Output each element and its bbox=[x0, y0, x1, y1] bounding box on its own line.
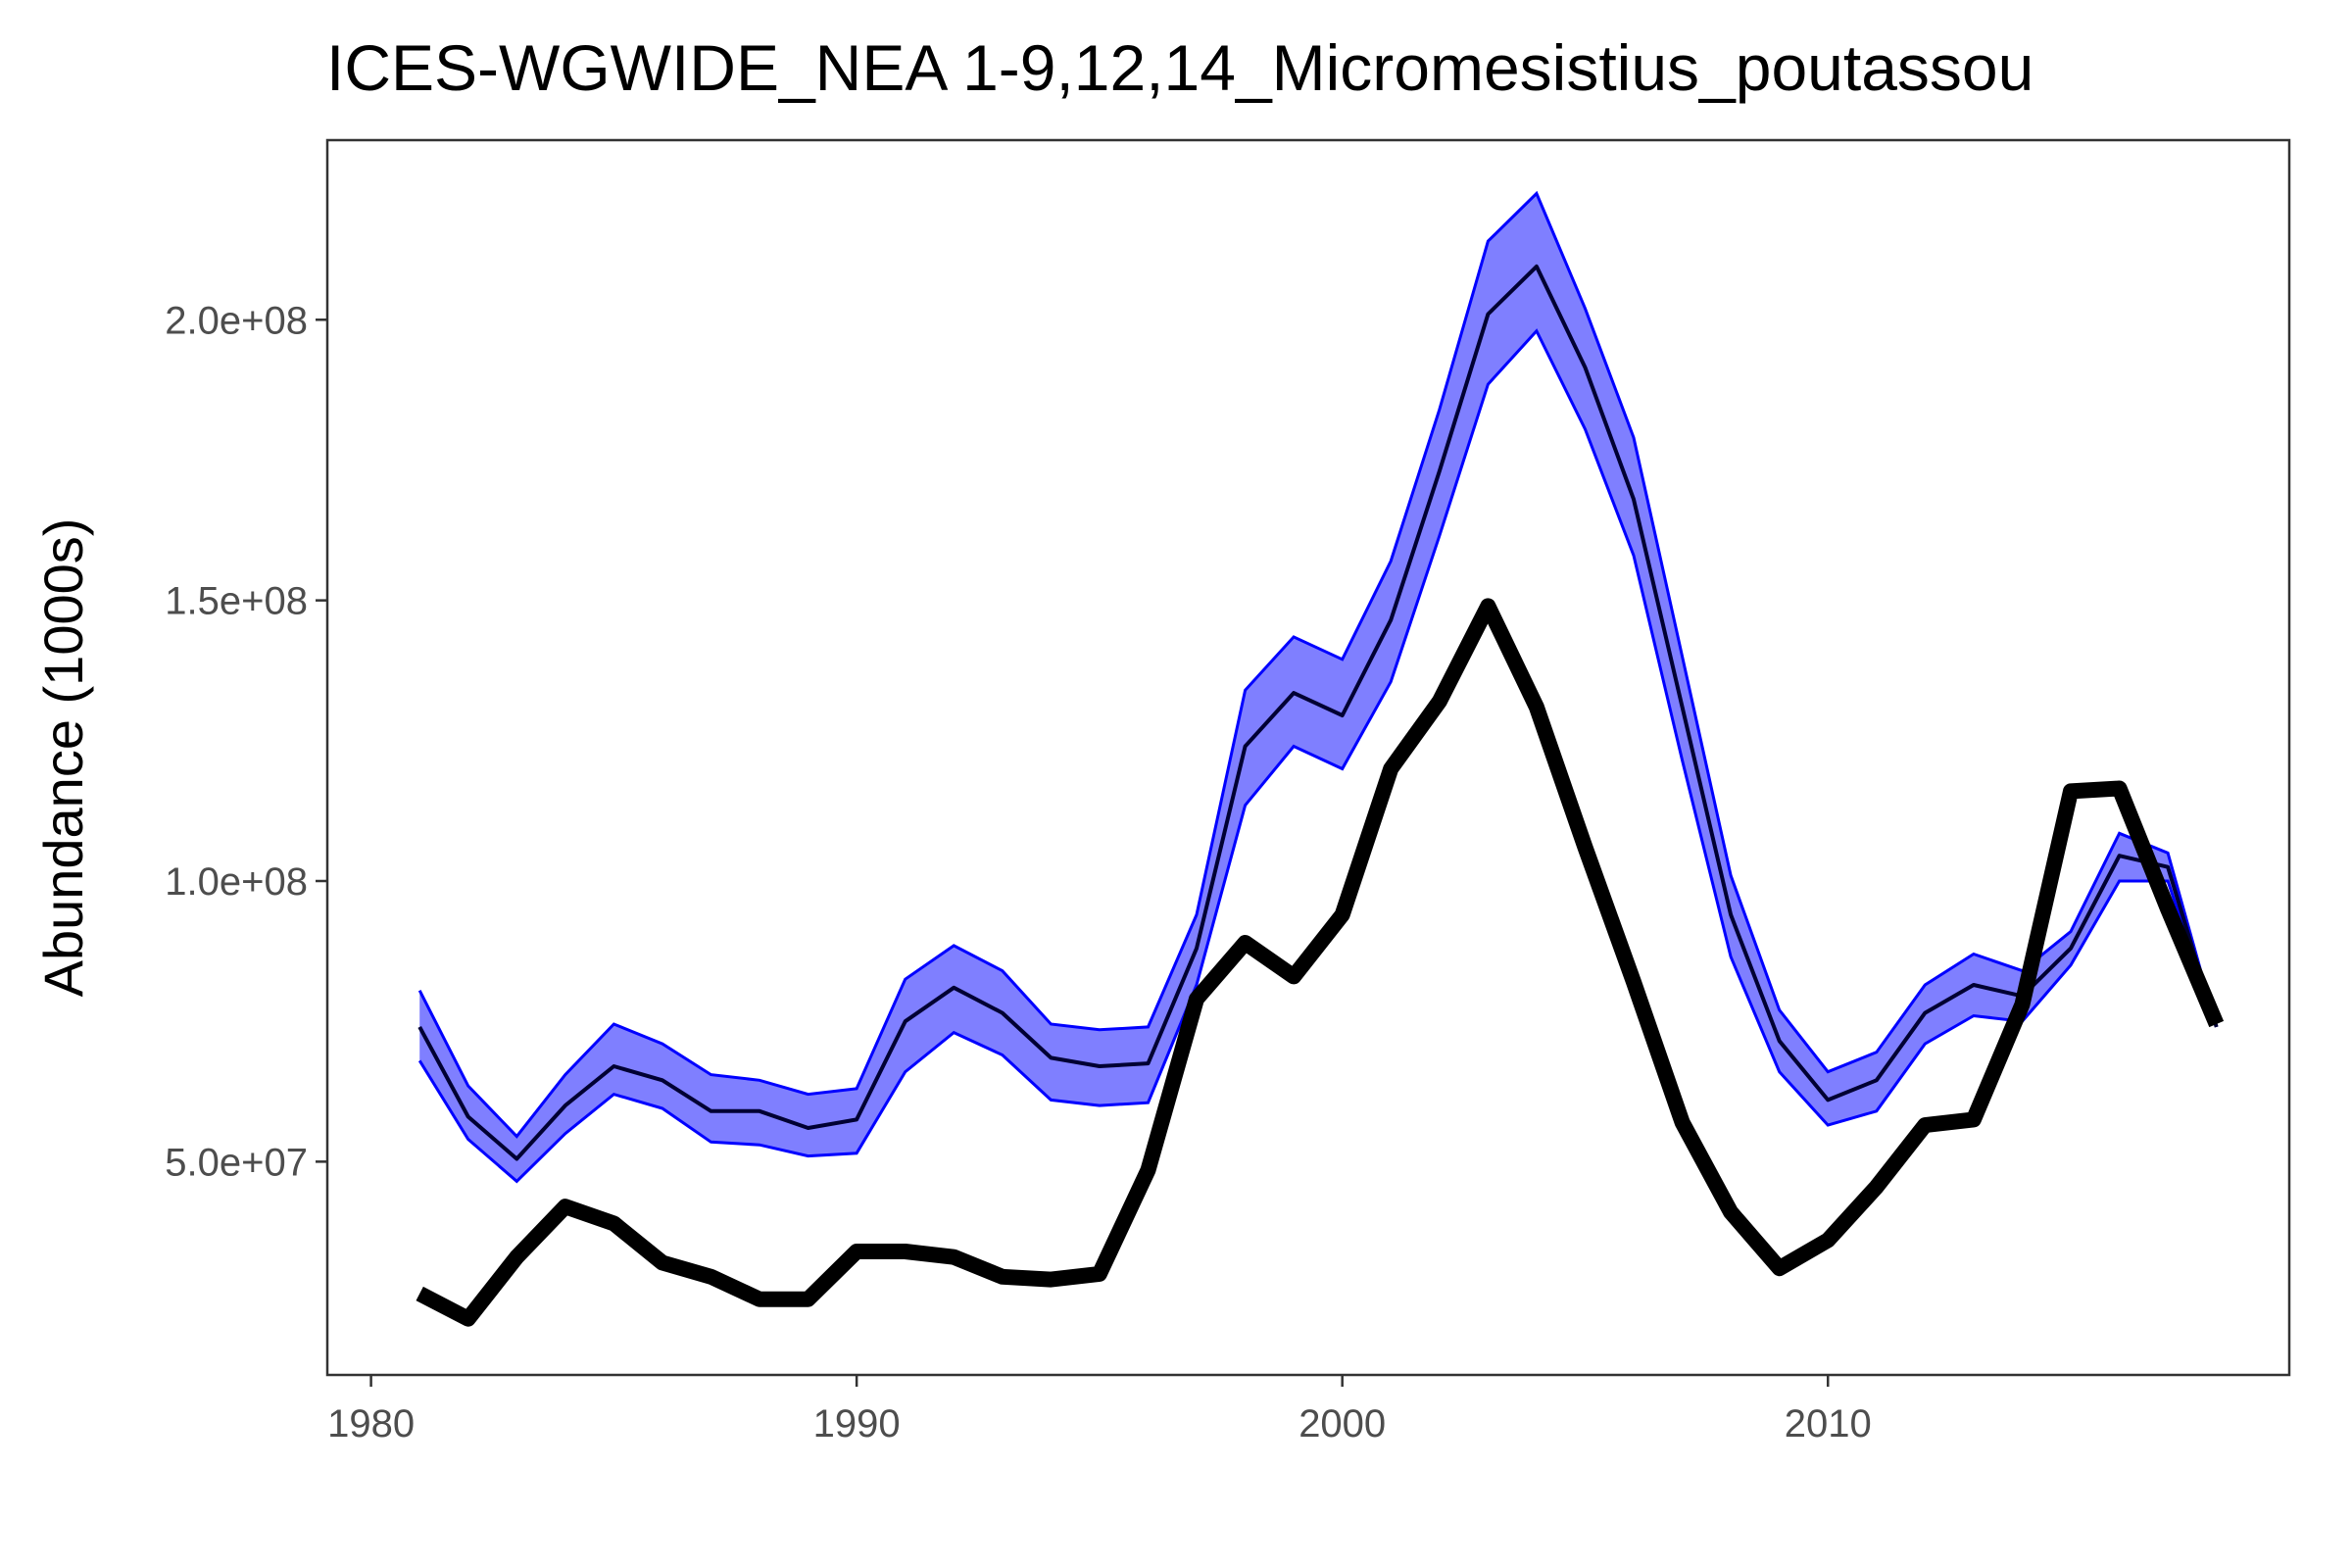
band-lower-edge bbox=[417, 328, 2219, 1184]
x-tick-label: 2010 bbox=[1785, 1402, 1872, 1446]
y-tick-label: 5.0e+07 bbox=[165, 1141, 308, 1184]
confidence-band-layer bbox=[417, 190, 2219, 1184]
x-tick-label: 2000 bbox=[1298, 1402, 1386, 1446]
y-tick-label: 1.5e+08 bbox=[165, 580, 308, 623]
confidence-band bbox=[419, 193, 2217, 1182]
band-upper-edge bbox=[417, 190, 2219, 1139]
y-tick-label: 2.0e+08 bbox=[165, 299, 308, 342]
estimate-line-layer bbox=[417, 264, 2219, 1161]
observed-line bbox=[416, 598, 2225, 1327]
observed-line-layer bbox=[416, 598, 2225, 1327]
plot-panel-border bbox=[325, 138, 2291, 1377]
x-tick-label: 1980 bbox=[327, 1402, 415, 1446]
estimate-line bbox=[417, 264, 2219, 1161]
chart-title: ICES-WGWIDE_NEA 1-9,12,14_Micromesistius… bbox=[326, 31, 2034, 104]
y-tick-label: 1.0e+08 bbox=[165, 860, 308, 904]
y-axis: 5.0e+07 1.0e+08 1.5e+08 2.0e+08 bbox=[165, 299, 327, 1184]
x-axis: 1980 1990 2000 2010 bbox=[327, 1375, 1872, 1446]
y-axis-title: Abundance (1000s) bbox=[32, 518, 94, 998]
x-tick-label: 1990 bbox=[813, 1402, 901, 1446]
